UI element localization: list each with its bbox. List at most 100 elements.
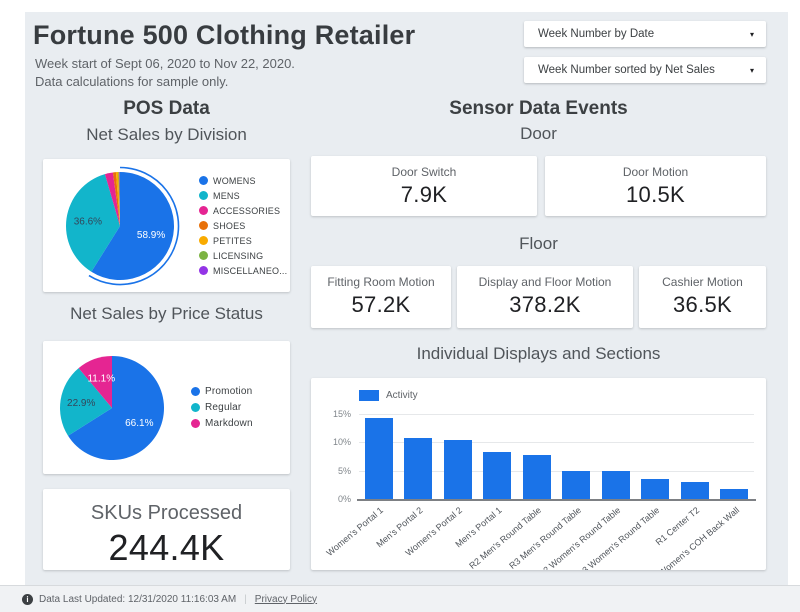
price-status-pie-chart: 66.1% 22.9% 11.1% Promotion Regular Markdown: [43, 341, 290, 474]
legend-item-accessories: ACCESSORIES: [199, 206, 287, 216]
price-status-chart-title: Net Sales by Price Status: [43, 304, 290, 324]
legend-item-miscellaneo: MISCELLANEO...: [199, 266, 287, 276]
legend-label: Promotion: [205, 386, 252, 397]
pie-percent-label: 11.1%: [87, 373, 115, 384]
pos-section-title: POS Data: [43, 98, 290, 120]
filter-label: Week Number sorted by Net Sales: [538, 64, 750, 76]
legend-label: WOMENS: [213, 176, 256, 186]
legend-item-promotion: Promotion: [191, 386, 253, 397]
bar-women-s-portal-2[interactable]: [444, 440, 472, 499]
legend-label: LICENSING: [213, 251, 263, 261]
filter-week-number-by-date[interactable]: Week Number by Date ▾: [524, 21, 766, 47]
filter-week-number-sorted-by-net-sales[interactable]: Week Number sorted by Net Sales ▾: [524, 57, 766, 83]
legend-swatch-icon: [191, 419, 200, 428]
fitting-room-motion-card: Fitting Room Motion 57.2K: [311, 266, 451, 328]
legend-label: Regular: [205, 402, 241, 413]
page-subtitle-line2: Data calculations for sample only.: [35, 74, 228, 89]
division-chart-title: Net Sales by Division: [43, 125, 290, 145]
y-tick-label: 15%: [311, 409, 351, 419]
bar-r3-women-s-coh-back-wall[interactable]: [720, 489, 748, 499]
footer-divider: |: [244, 594, 247, 605]
bar-r3-men-s-round-table[interactable]: [562, 471, 590, 499]
net-sales-by-division-chart-card: 58.9%36.6% WOMENS MENS ACCESSORIES SHOES PETI…: [43, 159, 290, 292]
pie-legend: Promotion Regular Markdown: [191, 386, 253, 429]
bar-legend: Activity: [359, 390, 418, 401]
door-group-title: Door: [311, 124, 766, 144]
legend-item-petites: PETITES: [199, 236, 287, 246]
pie-svg: 58.9%36.6%: [55, 161, 185, 291]
net-sales-by-price-status-chart-card: 66.1% 22.9% 11.1% Promotion Regular Markdown: [43, 341, 290, 474]
kpi-label: Cashier Motion: [639, 275, 766, 289]
bar-r2-women-s-round-table[interactable]: [602, 471, 630, 499]
report-footer: i Data Last Updated: 12/31/2020 11:16:03…: [0, 585, 800, 612]
legend-item-mens: MENS: [199, 191, 287, 201]
door-switch-card: Door Switch 7.9K: [311, 156, 537, 216]
bar-men-s-portal-1[interactable]: [483, 452, 511, 499]
kpi-label: SKUs Processed: [43, 502, 290, 525]
sensor-section-title: Sensor Data Events: [311, 98, 766, 120]
bar-r3-women-s-round-table[interactable]: [641, 479, 669, 500]
kpi-label: Display and Floor Motion: [457, 275, 633, 289]
displays-chart-title: Individual Displays and Sections: [311, 344, 766, 364]
legend-swatch-icon: [191, 387, 200, 396]
chevron-down-icon: ▾: [750, 30, 754, 39]
legend-item-womens: WOMENS: [199, 176, 287, 186]
legend-item-regular: Regular: [191, 402, 253, 413]
skus-processed-card: SKUs Processed 244.4K: [43, 489, 290, 570]
x-axis-labels: Women's Portal 1Men's Portal 2Women's Po…: [359, 502, 754, 564]
legend-label: MENS: [213, 191, 240, 201]
activity-bar-chart: Activity0%5%10%15%Women's Portal 1Men's …: [311, 378, 766, 570]
y-tick-label: 0%: [311, 494, 351, 504]
legend-label: Activity: [386, 390, 418, 401]
legend-swatch-icon: [199, 251, 208, 260]
x-label-slot: R3 Women's COH Back Wall: [715, 502, 755, 564]
bar-r1-center-t2[interactable]: [681, 482, 709, 499]
kpi-label: Door Motion: [545, 165, 766, 179]
legend-item-licensing: LICENSING: [199, 251, 287, 261]
pie-percent-label: 22.9%: [67, 398, 95, 409]
legend-label: ACCESSORIES: [213, 206, 280, 216]
kpi-value: 36.5K: [639, 292, 766, 318]
legend-swatch-icon: [199, 176, 208, 185]
x-axis-line: [357, 499, 756, 501]
kpi-value: 7.9K: [311, 182, 537, 208]
legend-label: SHOES: [213, 221, 246, 231]
legend-label: MISCELLANEO...: [213, 266, 287, 276]
division-pie-chart: 58.9%36.6% WOMENS MENS ACCESSORIES SHOES PETI…: [43, 159, 290, 292]
bar-slot: [675, 482, 715, 499]
bar-slot: [557, 471, 597, 499]
cashier-motion-card: Cashier Motion 36.5K: [639, 266, 766, 328]
bar-slot: [478, 452, 518, 499]
bar-slot: [359, 418, 399, 499]
pie-legend: WOMENS MENS ACCESSORIES SHOES PETITES LICENSI…: [199, 176, 287, 276]
pie-percent-label: 58.9%: [137, 229, 165, 240]
legend-swatch-icon: [199, 236, 208, 245]
bar-slot: [517, 455, 557, 499]
legend-label: PETITES: [213, 236, 252, 246]
legend-swatch-icon: [199, 266, 208, 275]
privacy-policy-link[interactable]: Privacy Policy: [255, 594, 317, 605]
legend-item-shoes: SHOES: [199, 221, 287, 231]
info-icon[interactable]: i: [22, 594, 33, 605]
legend-swatch-icon: [199, 206, 208, 215]
legend-item-markdown: Markdown: [191, 418, 253, 429]
pie-percent-label: 66.1%: [125, 418, 153, 429]
bar-r2-men-s-round-table[interactable]: [523, 455, 551, 499]
door-motion-card: Door Motion 10.5K: [545, 156, 766, 216]
kpi-value: 244.4K: [43, 527, 290, 569]
legend-label: Markdown: [205, 418, 253, 429]
kpi-value: 57.2K: [311, 292, 451, 318]
bar-slot: [438, 440, 478, 499]
activity-bar-chart-card: Activity0%5%10%15%Women's Portal 1Men's …: [311, 378, 766, 570]
kpi-value: 10.5K: [545, 182, 766, 208]
legend-swatch-icon: [191, 403, 200, 412]
y-tick-label: 5%: [311, 466, 351, 476]
x-axis-label: Women's Portal 1: [325, 505, 386, 558]
bar-men-s-portal-2[interactable]: [404, 438, 432, 499]
bar-women-s-portal-1[interactable]: [365, 418, 393, 499]
bar-slot: [399, 438, 439, 499]
page-subtitle-line1: Week start of Sept 06, 2020 to Nov 22, 2…: [35, 56, 295, 71]
bar-slot: [636, 479, 676, 500]
kpi-label: Door Switch: [311, 165, 537, 179]
bar-slot: [715, 489, 755, 499]
